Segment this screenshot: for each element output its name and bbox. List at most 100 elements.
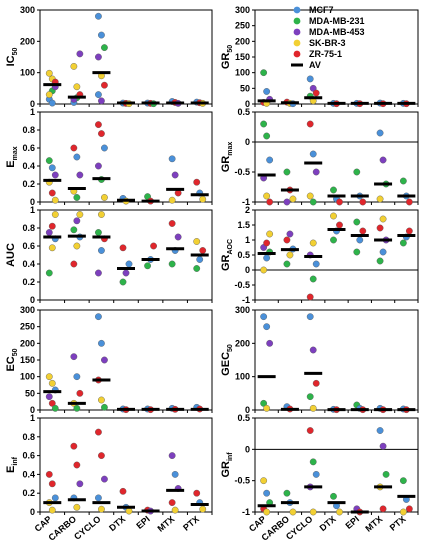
category-label: EPI (134, 514, 152, 531)
data-point (266, 230, 274, 238)
y-tick-label: 100 (235, 372, 250, 382)
data-point (283, 236, 291, 244)
data-point (196, 256, 204, 263)
data-point (70, 63, 78, 70)
data-point (98, 396, 105, 404)
data-point (263, 323, 271, 331)
data-point (405, 227, 413, 235)
plot-frame (39, 111, 213, 203)
data-point (330, 492, 337, 500)
data-point (73, 404, 81, 412)
y-axis-label-subscript: max (12, 146, 19, 160)
data-point (306, 393, 314, 401)
data-point (199, 247, 207, 254)
data-point (119, 244, 127, 252)
y-axis-label-main: IC (5, 55, 17, 66)
data-point (306, 293, 314, 301)
data-point (48, 189, 56, 197)
data-point (70, 226, 78, 234)
y-axis-label-main: GR (220, 254, 232, 271)
data-point (168, 499, 176, 506)
y-tick-label: 0.4 (22, 469, 35, 479)
data-point (150, 242, 157, 250)
data-point (98, 339, 105, 347)
data-point (95, 313, 102, 321)
data-point (399, 477, 407, 485)
data-point (95, 428, 102, 436)
data-point (309, 508, 317, 516)
data-point (98, 247, 105, 254)
data-point (263, 192, 271, 200)
data-point (260, 120, 268, 128)
data-point (306, 120, 314, 128)
data-point (98, 130, 105, 138)
data-point (168, 452, 176, 459)
data-point (98, 97, 105, 105)
y-tick-label: 0.2 (22, 488, 35, 498)
data-point (266, 156, 274, 164)
category-label: CARBO (46, 514, 78, 543)
data-point (101, 475, 108, 483)
y-tick-label: 0 (30, 197, 35, 207)
data-point (95, 91, 102, 99)
data-point (263, 88, 271, 95)
y-tick-label: 100 (235, 68, 250, 78)
data-point (266, 339, 274, 347)
legend-label: AV (309, 60, 321, 70)
data-point (168, 220, 176, 227)
y-tick-label: 50 (25, 388, 35, 398)
data-point (283, 198, 291, 206)
data-point (73, 461, 81, 469)
data-point (119, 278, 127, 286)
data-point (76, 211, 84, 218)
data-point (101, 403, 108, 411)
data-point (174, 233, 182, 241)
data-point (144, 262, 151, 270)
y-tick-label: 300 (20, 305, 35, 315)
y-tick-label: 0 (245, 99, 250, 109)
category-label: PTX (181, 514, 201, 533)
data-point (309, 150, 317, 158)
y-tick-label: 100 (20, 68, 35, 78)
data-point (330, 236, 337, 244)
y-axis-label-main: GR (220, 461, 232, 478)
data-point (376, 195, 384, 203)
data-point (73, 217, 81, 225)
data-point (263, 132, 271, 140)
data-point (263, 254, 271, 262)
y-tick-label: 300 (235, 305, 250, 315)
plot-frame (39, 9, 213, 105)
data-point (309, 198, 317, 206)
data-point (101, 81, 108, 89)
data-point (73, 83, 81, 91)
plot-frame (39, 417, 213, 513)
data-point (51, 171, 59, 179)
y-axis-label-subscript: inf (227, 452, 234, 461)
data-point (263, 239, 271, 247)
data-point (312, 168, 320, 176)
data-point (70, 260, 78, 268)
legend-marker (293, 17, 301, 25)
data-point (98, 31, 105, 39)
data-point (171, 171, 179, 179)
data-point (193, 265, 201, 272)
y-tick-label: 0 (30, 507, 35, 517)
data-point (376, 129, 384, 137)
y-axis-label-main: GR (220, 156, 232, 173)
data-point (73, 503, 81, 511)
data-point (51, 404, 59, 412)
data-point (98, 505, 105, 513)
legend-label: MDA-MB-453 (309, 27, 365, 37)
data-point (48, 164, 56, 172)
y-tick-label: 300 (20, 5, 35, 15)
plot-frame (254, 309, 419, 411)
category-label: CYCLO (284, 514, 315, 542)
y-tick-label: 150 (235, 52, 250, 62)
legend-label: SK-BR-3 (309, 38, 346, 48)
y-tick-label: 0.8 (22, 125, 35, 135)
y-tick-label: 250 (235, 21, 250, 31)
data-point (76, 480, 84, 488)
data-point (309, 458, 317, 466)
